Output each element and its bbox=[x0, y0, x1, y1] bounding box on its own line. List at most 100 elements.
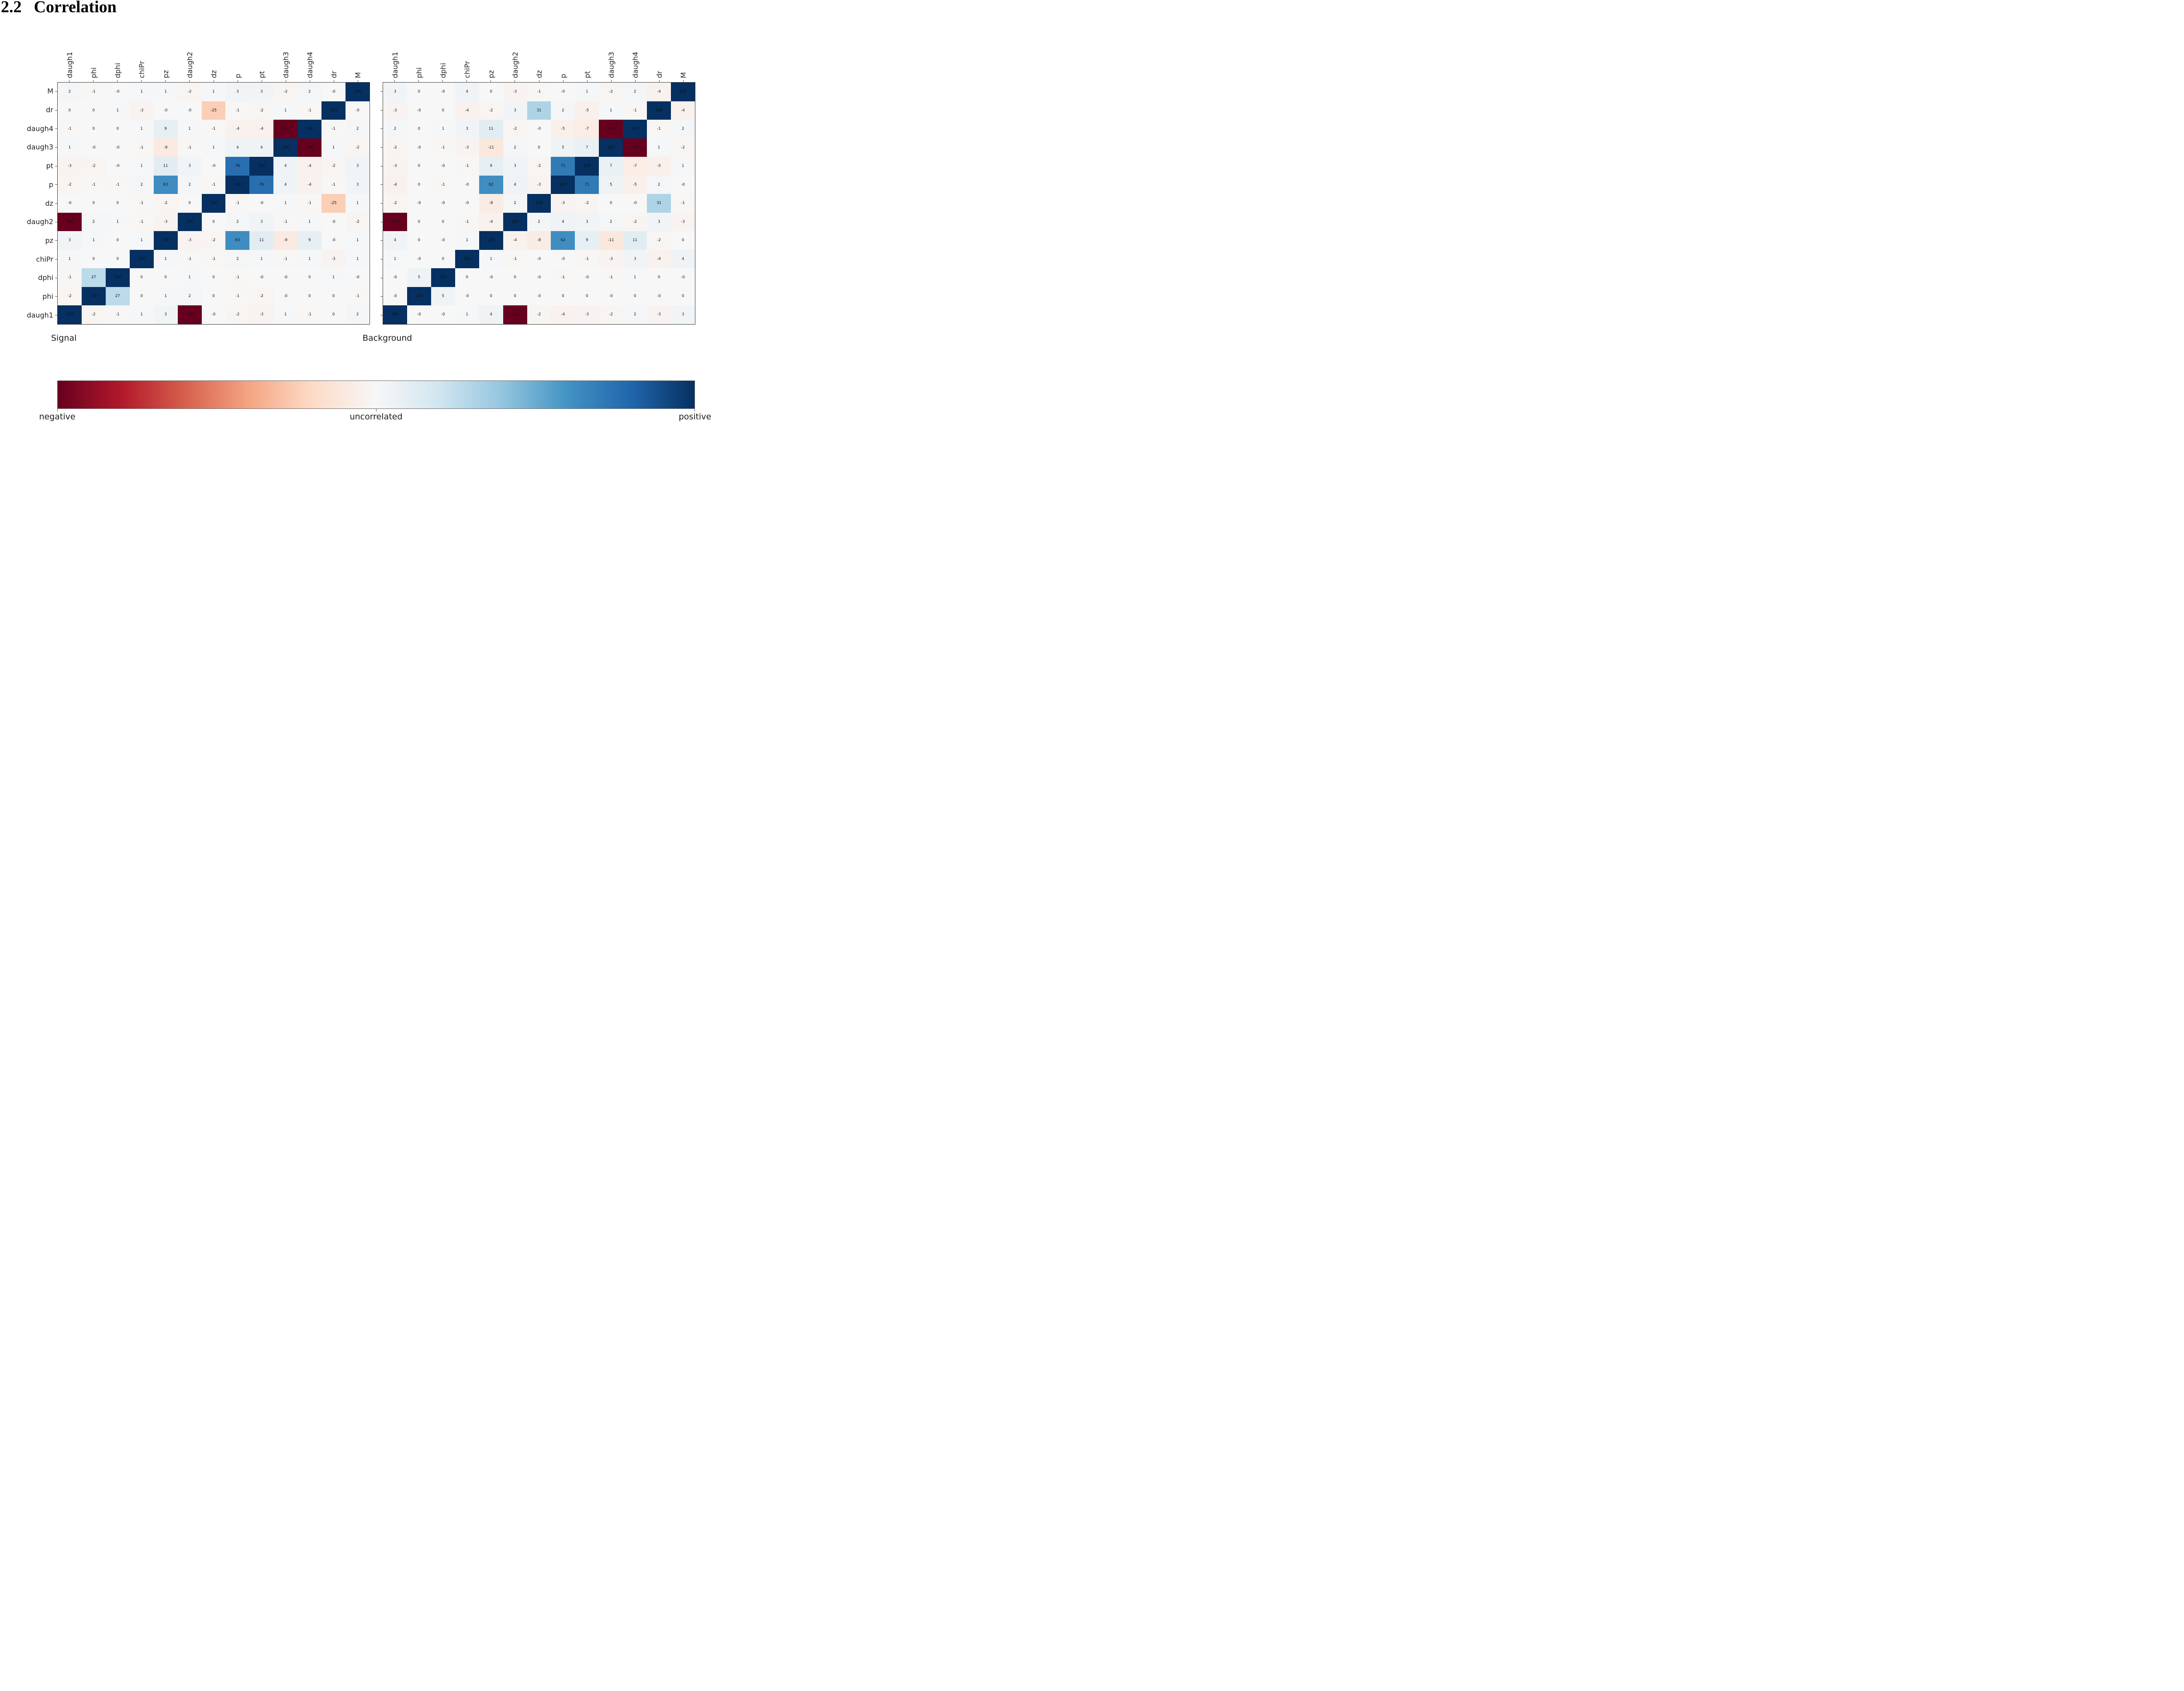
matrix-cell: 1 bbox=[201, 138, 226, 157]
matrix-cell: 0 bbox=[407, 175, 431, 194]
row-label: dphi bbox=[38, 273, 53, 282]
matrix-cell: 27 bbox=[105, 287, 130, 306]
matrix-cell: 3 bbox=[153, 305, 178, 324]
matrix-cell: 1 bbox=[105, 212, 130, 232]
row-tick bbox=[380, 184, 383, 185]
matrix-cell: 100 bbox=[81, 287, 106, 306]
matrix-cell: 100 bbox=[431, 268, 455, 287]
column-label: pz bbox=[161, 70, 170, 78]
column-label: daugh2 bbox=[185, 52, 194, 78]
matrix-cell: 1 bbox=[346, 249, 370, 269]
colorbar-gradient bbox=[57, 380, 695, 409]
column-tick bbox=[611, 80, 612, 82]
matrix-cell: -3 bbox=[527, 175, 551, 194]
matrix-cell: -100 bbox=[297, 138, 322, 157]
matrix-cell: -0 bbox=[105, 138, 130, 157]
matrix-cell: -2 bbox=[273, 83, 298, 101]
column-label: dz bbox=[535, 70, 543, 78]
column-label: pt bbox=[258, 71, 266, 78]
matrix-cell: -2 bbox=[575, 194, 599, 213]
matrix-cell: -3 bbox=[671, 212, 695, 232]
matrix-cell: -1 bbox=[225, 101, 250, 120]
matrix-cell: 1 bbox=[671, 157, 695, 176]
matrix-cell: 62 bbox=[479, 175, 503, 194]
column-label: daugh4 bbox=[631, 52, 640, 78]
matrix-cell: -0 bbox=[273, 287, 298, 306]
background-heatmap: 3 0 -0 4 0 -3 -1 -0 1 -2 2 -4 100 -3 -0 0 -4 -2 3 31 2 -5 1 -1 1… bbox=[383, 82, 695, 325]
matrix-cell: 1 bbox=[297, 249, 322, 269]
matrix-cell: -1 bbox=[503, 249, 527, 269]
row-tick bbox=[380, 91, 383, 92]
matrix-cell: 3 bbox=[58, 231, 82, 250]
matrix-cell: -4 bbox=[383, 175, 407, 194]
matrix-cell: 100 bbox=[297, 120, 322, 138]
matrix-cell: -0 bbox=[407, 138, 431, 157]
matrix-cell: 1 bbox=[431, 120, 455, 138]
matrix-cell: 3 bbox=[383, 83, 407, 101]
row-tick bbox=[55, 240, 57, 241]
matrix-cell: -0 bbox=[551, 83, 575, 101]
matrix-cell: 0 bbox=[177, 194, 202, 213]
matrix-cell: 1 bbox=[297, 212, 322, 232]
matrix-cell: 5 bbox=[431, 287, 455, 306]
matrix-cell: -0 bbox=[431, 157, 455, 176]
matrix-cell: 1 bbox=[321, 268, 346, 287]
matrix-cell: -2 bbox=[383, 194, 407, 213]
row-tick bbox=[55, 110, 57, 111]
matrix-cell: 2 bbox=[225, 212, 250, 232]
column-label: M bbox=[354, 72, 363, 78]
matrix-cell: -11 bbox=[479, 138, 503, 157]
matrix-cell: 0 bbox=[297, 287, 322, 306]
matrix-cell: -4 bbox=[647, 249, 671, 269]
matrix-cell: 0 bbox=[503, 268, 527, 287]
matrix-cell: 4 bbox=[273, 157, 298, 176]
matrix-cell: 3 bbox=[503, 157, 527, 176]
column-tick bbox=[635, 80, 636, 82]
matrix-cell: -3 bbox=[153, 212, 178, 232]
section-heading-text: Correlation bbox=[34, 0, 117, 16]
colorbar-label-positive: positive bbox=[678, 412, 712, 422]
column-label: dz bbox=[210, 70, 218, 78]
row-label: phi bbox=[42, 292, 53, 301]
matrix-cell: -1 bbox=[201, 249, 226, 269]
matrix-cell: -1 bbox=[201, 175, 226, 194]
matrix-cell: 0 bbox=[527, 138, 551, 157]
row-tick bbox=[380, 110, 383, 111]
matrix-cell: 0 bbox=[105, 249, 130, 269]
matrix-cell: 1 bbox=[346, 231, 370, 250]
matrix-cell: 0 bbox=[153, 268, 178, 287]
matrix-cell: -0 bbox=[431, 231, 455, 250]
matrix-cell: 0 bbox=[201, 287, 226, 306]
matrix-cell: -1 bbox=[225, 268, 250, 287]
column-label: daugh2 bbox=[511, 52, 519, 78]
matrix-cell: -1 bbox=[321, 175, 346, 194]
matrix-cell: -1 bbox=[431, 138, 455, 157]
matrix-cell: 11 bbox=[479, 120, 503, 138]
matrix-cell: -1 bbox=[599, 268, 623, 287]
matrix-cell: 0 bbox=[647, 268, 671, 287]
matrix-cell: -4 bbox=[297, 175, 322, 194]
matrix-cell: 1 bbox=[575, 83, 599, 101]
column-tick bbox=[418, 80, 419, 82]
column-label: p bbox=[559, 73, 568, 78]
row-tick bbox=[380, 296, 383, 297]
matrix-cell: 4 bbox=[455, 83, 479, 101]
matrix-cell: 100 bbox=[671, 83, 695, 101]
matrix-cell: -4 bbox=[479, 212, 503, 232]
matrix-cell: -1 bbox=[58, 268, 82, 287]
matrix-cell: -1 bbox=[623, 101, 647, 120]
column-label: chiPr bbox=[463, 61, 471, 78]
matrix-cell: -2 bbox=[527, 305, 551, 324]
matrix-cell: -0 bbox=[105, 83, 130, 101]
matrix-cell: 0 bbox=[623, 287, 647, 306]
matrix-cell: -5 bbox=[647, 157, 671, 176]
matrix-cell: 4 bbox=[479, 305, 503, 324]
matrix-cell: 3 bbox=[346, 157, 370, 176]
row-tick bbox=[55, 296, 57, 297]
matrix-cell: 9 bbox=[153, 120, 178, 138]
matrix-cell: -1 bbox=[455, 212, 479, 232]
column-tick bbox=[659, 80, 660, 82]
row-label: dz bbox=[45, 199, 53, 207]
row-tick bbox=[380, 128, 383, 129]
matrix-cell: -0 bbox=[105, 157, 130, 176]
